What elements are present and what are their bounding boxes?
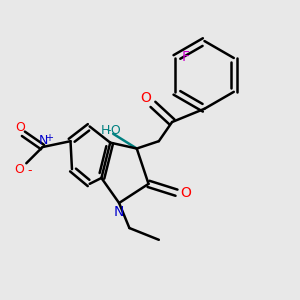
Text: N: N [114,205,124,219]
Text: O: O [14,163,24,176]
Text: -: - [27,164,32,177]
Text: H: H [100,124,110,137]
Text: F: F [182,50,190,64]
Text: N: N [39,134,48,147]
Text: -O: -O [107,124,122,137]
Text: O: O [16,121,26,134]
Text: +: + [45,133,53,142]
Text: O: O [180,186,191,200]
Text: O: O [140,92,151,106]
